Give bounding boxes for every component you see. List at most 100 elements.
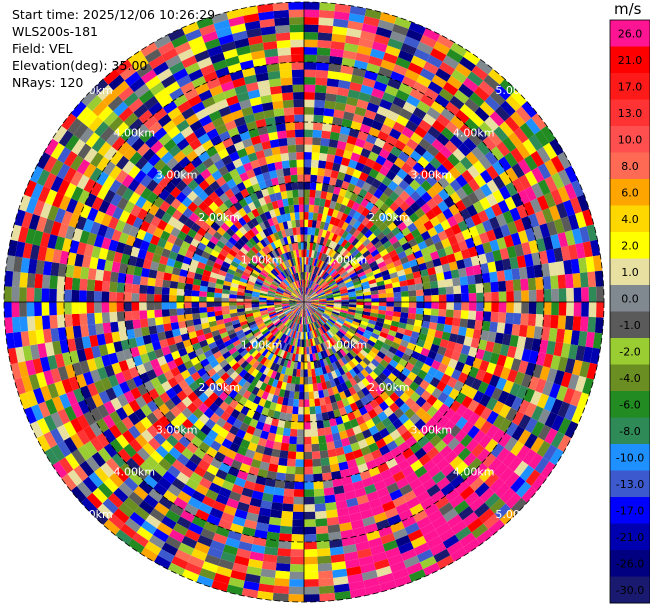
gate-cell: [318, 306, 326, 311]
gate-cell: [568, 244, 579, 260]
gate-cell: [360, 30, 376, 42]
gate-cell: [307, 288, 311, 296]
gate-cell: [304, 316, 307, 325]
gate-cell: [392, 528, 408, 541]
gate-cell: [517, 429, 532, 445]
gate-cell: [410, 190, 422, 202]
gate-cell: [304, 242, 308, 250]
colorbar-tick-label: 13.0: [618, 107, 643, 120]
gate-cell: [409, 113, 423, 126]
gate-cell: [313, 481, 324, 490]
gate-cell: [304, 451, 313, 460]
gate-cell: [425, 260, 435, 269]
gate-cell: [338, 283, 347, 289]
gate-cell: [352, 480, 365, 491]
gate-cell: [400, 312, 409, 319]
gate-cell: [251, 490, 264, 501]
gate-cell: [452, 442, 466, 456]
gate-cell: [311, 314, 317, 322]
gate-cell: [524, 417, 538, 434]
gate-cell: [504, 152, 518, 168]
gate-cell: [285, 473, 295, 482]
gate-cell: [504, 436, 518, 452]
gate-cell: [304, 489, 315, 497]
gate-cell: [296, 436, 304, 445]
gate-cell: [317, 319, 323, 327]
gate-cell: [326, 304, 334, 307]
gate-cell: [463, 137, 477, 152]
gate-cell: [328, 231, 335, 241]
gate-cell: [388, 359, 399, 369]
gate-cell: [358, 37, 374, 49]
gate-cell: [452, 277, 461, 287]
gate-cell: [278, 533, 292, 542]
gate-cell: [328, 257, 335, 266]
gate-cell: [395, 56, 411, 70]
gate-cell: [447, 358, 459, 370]
gate-cell: [543, 289, 552, 302]
gate-cell: [478, 434, 493, 449]
gate-cell: [369, 195, 379, 205]
gate-cell: [342, 322, 351, 329]
gate-cell: [415, 289, 424, 297]
gate-cell: [353, 59, 369, 71]
gate-cell: [309, 291, 316, 298]
gate-cell: [400, 430, 413, 442]
gate-cell: [557, 186, 571, 203]
gate-cell: [407, 356, 418, 366]
gate-cell: [359, 246, 369, 255]
gate-cell: [378, 289, 387, 295]
gate-cell: [271, 346, 278, 354]
gate-cell: [492, 400, 505, 415]
gate-cell: [295, 451, 304, 460]
gate-cell: [304, 302, 307, 310]
gate-cell: [304, 298, 311, 302]
gate-cell: [333, 306, 342, 310]
gate-cell: [317, 268, 323, 277]
gate-cell: [344, 264, 353, 272]
gate-cell: [337, 317, 346, 323]
gate-cell: [283, 335, 289, 344]
gate-cell: [238, 396, 248, 406]
gate-cell: [513, 127, 529, 144]
gate-cell: [399, 317, 408, 324]
gate-cell: [334, 101, 347, 112]
gate-cell: [245, 512, 259, 523]
gate-cell: [330, 284, 339, 290]
gate-cell: [280, 342, 286, 350]
gate-cell: [305, 264, 308, 273]
gate-cell: [365, 383, 375, 394]
gate-cell: [252, 411, 261, 422]
gate-cell: [191, 515, 207, 529]
gate-cell: [344, 404, 353, 415]
gate-cell: [304, 302, 312, 305]
gate-cell: [234, 402, 244, 413]
colorbar-tick-label: -13.0: [616, 478, 644, 491]
gate-cell: [400, 42, 417, 56]
gate-cell: [407, 312, 416, 320]
gate-cell: [594, 317, 604, 334]
gate-cell: [382, 368, 392, 378]
gate-cell: [423, 61, 439, 75]
gate-cell: [311, 282, 317, 290]
gate-cell: [289, 571, 304, 580]
gate-cell: [376, 105, 390, 118]
gate-cell: [304, 144, 313, 153]
gate-cell: [581, 302, 589, 317]
gate-cell: [350, 74, 365, 85]
gate-cell: [494, 482, 511, 499]
gate-cell: [316, 540, 330, 550]
gate-cell: [479, 393, 492, 407]
gate-cell: [327, 372, 334, 381]
gate-cell: [331, 233, 339, 242]
gate-cell: [346, 254, 355, 262]
gate-cell: [581, 287, 589, 302]
gate-cell: [344, 278, 352, 284]
gate-cell: [420, 412, 433, 424]
gate-cell: [274, 570, 290, 580]
gate-cell: [304, 24, 319, 33]
gate-cell: [319, 269, 325, 277]
gate-cell: [338, 366, 346, 376]
gate-cell: [348, 235, 356, 244]
gate-cell: [296, 429, 304, 437]
